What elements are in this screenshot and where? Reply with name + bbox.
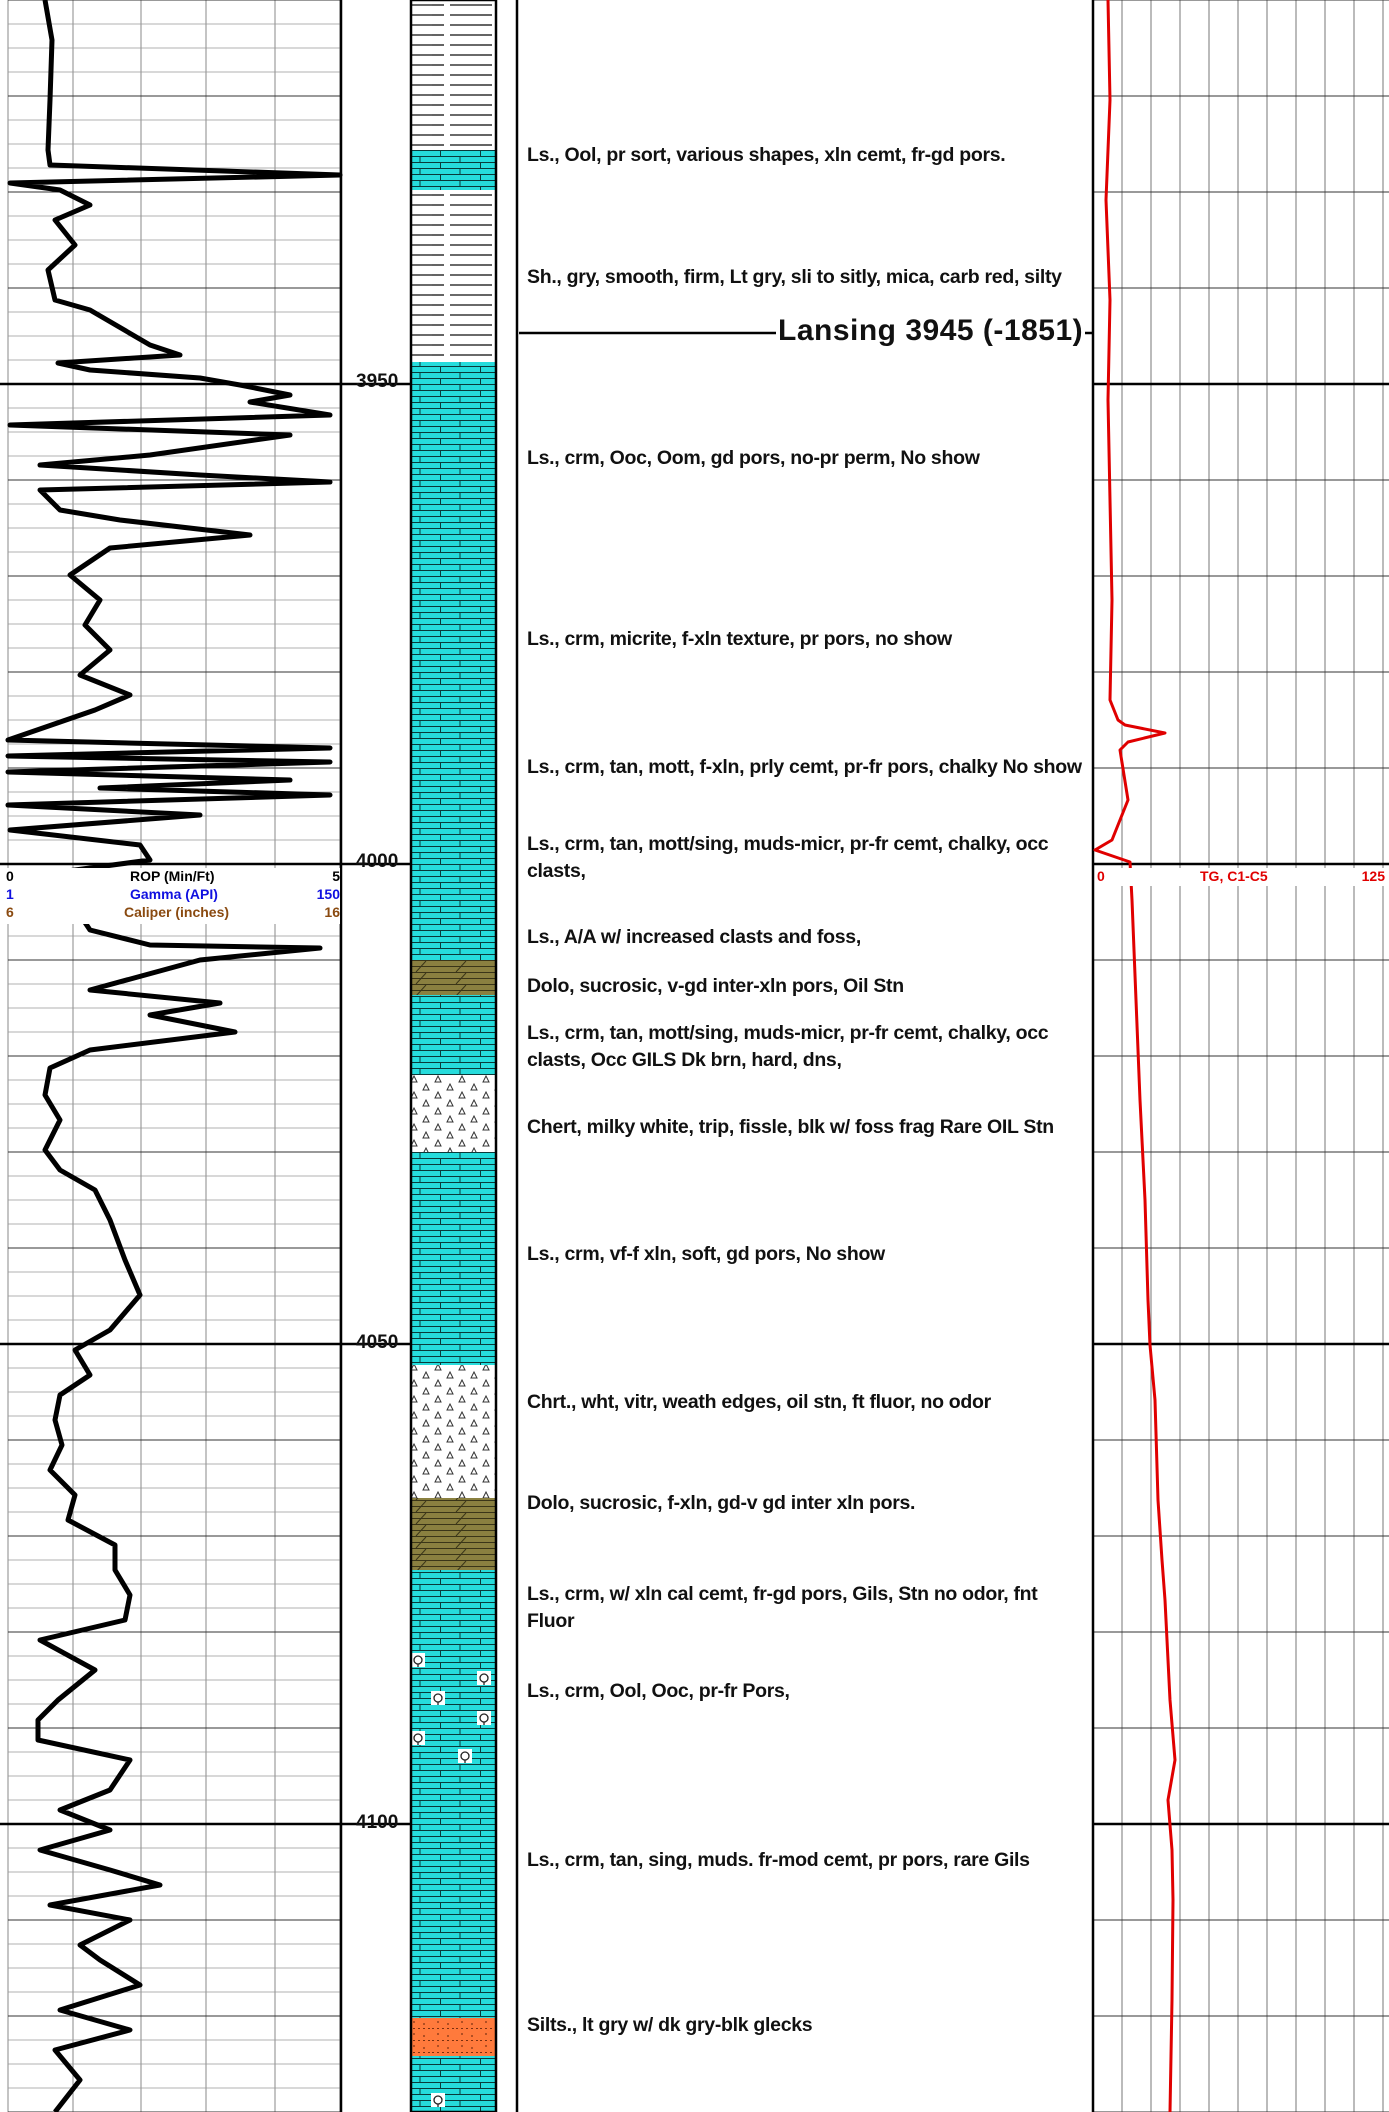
oolite-symbol xyxy=(477,1711,491,1725)
limestone-block xyxy=(411,995,496,1075)
lithology-description: Silts., lt gry w/ dk gry-blk glecks xyxy=(527,2014,813,2036)
limestone-block xyxy=(411,1152,496,1365)
chert-block xyxy=(411,1075,496,1152)
caliper-scale-max: 16 xyxy=(324,904,340,920)
oolite-symbol xyxy=(458,1749,472,1763)
lithology-description: Dolo, sucrosic, v-gd inter-xln pors, Oil… xyxy=(527,975,904,997)
lithology-description: Ls., crm, tan, mott/sing, muds-micr, pr-… xyxy=(527,1022,1049,1071)
oolite-bg xyxy=(431,1691,445,1705)
oolite-bg xyxy=(431,2093,445,2107)
oolite-bg xyxy=(411,1731,425,1745)
lithology-description: Ls., crm, tan, mott/sing, muds-micr, pr-… xyxy=(527,833,1049,882)
rop-scale-name: ROP (Min/Ft) xyxy=(130,868,215,884)
gamma-scale-min: 1 xyxy=(6,886,14,902)
limestone-block xyxy=(411,2056,496,2112)
dolomite-block xyxy=(411,960,496,995)
limestone-block xyxy=(411,362,496,960)
left-track-scale: 0 ROP (Min/Ft) 5 1 Gamma (API) 150 6 Cal… xyxy=(6,868,340,924)
lithology-description: Ls., crm, tan, sing, muds. fr-mod cemt, … xyxy=(527,1849,1030,1871)
lithology-description: Dolo, sucrosic, f-xln, gd-v gd inter xln… xyxy=(527,1492,916,1514)
oolite-symbol xyxy=(477,1671,491,1685)
total-gas-scale-name: TG, C1-C5 xyxy=(1200,868,1268,884)
lithology-description: Chrt., wht, vitr, weath edges, oil stn, … xyxy=(527,1391,991,1413)
lithology-column xyxy=(411,0,496,2112)
total-gas-scale-min: 0 xyxy=(1097,868,1105,884)
oolite-bg xyxy=(477,1671,491,1685)
depth-label: 4050 xyxy=(356,1332,399,1353)
lithology-description: Ls., A/A w/ increased clasts and foss, xyxy=(527,926,861,948)
chert-block xyxy=(411,1365,496,1498)
shale-block xyxy=(411,190,496,362)
oolite-symbol xyxy=(431,2093,445,2107)
oolite-symbol xyxy=(411,1653,425,1667)
limestone-block xyxy=(411,1570,496,2018)
caliper-scale: 6 Caliper (inches) 16 xyxy=(6,904,340,920)
lithology-description: Ls., crm, micrite, f-xln texture, pr por… xyxy=(527,628,952,650)
total-gas-scale-max: 125 xyxy=(1361,868,1385,884)
oolite-symbol xyxy=(411,1731,425,1745)
lithology-description: Ls., crm, vf-f xln, soft, gd pors, No sh… xyxy=(527,1243,885,1265)
right-track-grid xyxy=(1092,0,1389,2112)
lithology-description: Sh., gry, smooth, firm, Lt gry, sli to s… xyxy=(527,266,1062,288)
lithology-description: Ls., crm, w/ xln cal cemt, fr-gd pors, G… xyxy=(527,1583,1038,1632)
limestone-block xyxy=(411,150,496,190)
depth-label: 4100 xyxy=(356,1812,399,1833)
total-gas-scale: 0 TG, C1-C5 125 xyxy=(1097,868,1385,886)
oolite-symbol xyxy=(431,1691,445,1705)
oolite-bg xyxy=(458,1749,472,1763)
lithology-description: Chert, milky white, trip, fissle, blk w/… xyxy=(527,1116,1054,1138)
siltstone-block xyxy=(411,2018,496,2056)
depth-label: 4000 xyxy=(356,851,399,872)
rop-scale: 0 ROP (Min/Ft) 5 xyxy=(6,868,340,884)
lithology-column-border xyxy=(409,0,498,2112)
caliper-scale-min: 6 xyxy=(6,904,14,920)
oolite-bg xyxy=(477,1711,491,1725)
depth-label: 3950 xyxy=(356,371,399,392)
lithology-description: Ls., Ool, pr sort, various shapes, xln c… xyxy=(527,144,1006,166)
lithology-description: Ls., crm, Ool, Ooc, pr-fr Pors, xyxy=(527,1680,790,1702)
gamma-scale-max: 150 xyxy=(316,886,340,902)
rop-scale-min: 0 xyxy=(6,868,14,884)
lithology-description: Ls., crm, Ooc, Oom, gd pors, no-pr perm,… xyxy=(527,447,980,469)
formation-top-label: Lansing 3945 (-1851) xyxy=(776,314,1086,348)
oolite-bg xyxy=(411,1653,425,1667)
gamma-scale: 1 Gamma (API) 150 xyxy=(6,886,340,902)
caliper-scale-name: Caliper (inches) xyxy=(124,904,230,920)
dolomite-block xyxy=(411,1498,496,1570)
shale-block xyxy=(411,0,496,150)
rop-scale-max: 5 xyxy=(332,868,340,884)
lithology-description: Ls., crm, tan, mott, f-xln, prly cemt, p… xyxy=(527,756,1082,778)
gamma-scale-name: Gamma (API) xyxy=(130,886,218,902)
